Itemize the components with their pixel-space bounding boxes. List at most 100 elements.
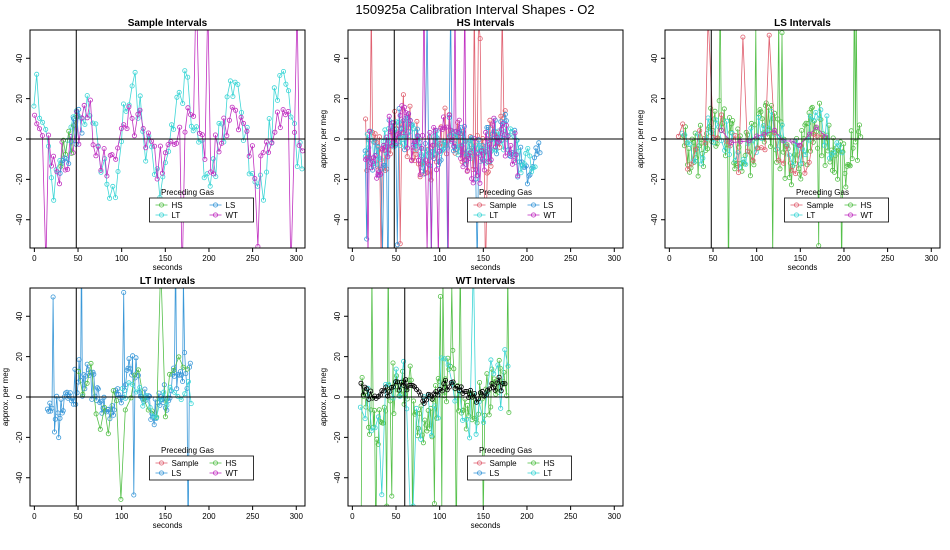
- data-point: [779, 122, 785, 128]
- data-point: [368, 165, 374, 171]
- data-point: [151, 422, 157, 428]
- data-point: [98, 167, 104, 173]
- data-point: [718, 112, 724, 118]
- x-tick-label: 0: [350, 254, 355, 263]
- legend-label: Sample: [172, 459, 200, 468]
- data-point: [32, 112, 38, 118]
- data-point: [235, 82, 241, 88]
- data-point: [118, 126, 124, 132]
- data-point: [712, 108, 718, 114]
- data-point: [721, 106, 727, 112]
- data-point: [409, 524, 413, 528]
- data-point: [713, 143, 719, 149]
- data-point: [93, 411, 99, 417]
- data-point: [39, 133, 45, 139]
- data-point: [732, 132, 738, 138]
- data-point: [145, 130, 151, 136]
- data-point: [730, 118, 736, 124]
- figure-title: 150925a Calibration Interval Shapes - O2: [355, 2, 594, 17]
- data-point: [390, 360, 396, 366]
- data-point: [419, 132, 425, 138]
- data-point: [182, 129, 188, 135]
- data-point: [458, 155, 464, 161]
- data-point: [495, 362, 501, 368]
- legend-entry: LS: [155, 469, 181, 478]
- y-tick-label: -40: [15, 471, 24, 483]
- data-point: [260, 150, 266, 156]
- data-point: [462, 388, 468, 394]
- data-point: [513, 152, 519, 158]
- data-point: [855, 129, 861, 135]
- x-tick-label: 250: [564, 512, 578, 521]
- panel-title: LS Intervals: [774, 18, 831, 29]
- data-point: [288, 114, 294, 120]
- legend-entry: LS: [209, 201, 235, 210]
- legend-label: WT: [226, 211, 239, 220]
- data-point: [185, 379, 191, 385]
- legend-swatch-marker: [794, 212, 800, 218]
- y-tick-label: -40: [333, 471, 342, 483]
- data-point: [481, 167, 487, 173]
- y-axis-label: approx. per meg: [319, 110, 328, 168]
- data-point: [776, 157, 782, 163]
- data-point: [432, 383, 438, 389]
- data-point: [40, 119, 46, 125]
- legend-box: [784, 197, 889, 223]
- legend-entry: WT: [844, 211, 873, 220]
- series-sample: [675, 30, 826, 177]
- data-point: [441, 393, 447, 399]
- data-point: [458, 384, 464, 390]
- data-point: [227, 78, 233, 84]
- legend-swatch-marker: [158, 460, 164, 466]
- data-point: [206, 0, 210, 4]
- legend-entry: Sample: [473, 459, 517, 468]
- data-point: [396, 130, 402, 136]
- data-point: [487, 141, 493, 147]
- data-point: [60, 137, 66, 143]
- data-point: [274, 109, 280, 115]
- data-point: [498, 405, 504, 411]
- data-point: [44, 263, 48, 267]
- data-point: [364, 236, 370, 242]
- series-line: [34, 30, 303, 248]
- data-point: [506, 150, 512, 156]
- legend-swatch-marker: [212, 212, 218, 218]
- data-point: [110, 388, 116, 394]
- y-tick-label: -20: [15, 173, 24, 185]
- data-point: [51, 153, 57, 159]
- data-point: [825, 148, 831, 154]
- legend: Preceding Gas Sample LS LT WT: [467, 188, 572, 223]
- data-point: [107, 195, 113, 201]
- data-point: [802, 170, 808, 176]
- data-point: [184, 366, 190, 372]
- data-point: [718, 127, 724, 133]
- x-tick-label: 150: [477, 254, 491, 263]
- data-point: [498, 113, 504, 119]
- data-point: [714, 135, 720, 141]
- data-point: [121, 101, 127, 107]
- y-tick-label: -20: [333, 431, 342, 443]
- legend-swatch-marker: [158, 212, 164, 218]
- legend-label: WT: [544, 211, 557, 220]
- legend-swatch-marker: [212, 202, 218, 208]
- data-point: [695, 173, 701, 179]
- data-point: [748, 125, 754, 131]
- data-point: [846, 162, 852, 168]
- data-point: [366, 424, 372, 430]
- data-point: [532, 164, 538, 170]
- data-point: [425, 249, 429, 253]
- data-point: [415, 157, 421, 163]
- data-point: [481, 419, 487, 425]
- plot-area: [31, 0, 305, 267]
- data-point: [190, 128, 196, 134]
- data-point: [380, 252, 384, 256]
- data-point: [494, 380, 500, 386]
- data-point: [186, 544, 190, 548]
- data-point: [149, 144, 155, 150]
- data-point: [498, 388, 504, 394]
- data-point: [466, 155, 472, 161]
- data-point: [740, 157, 746, 163]
- panel-2: HS Intervals 0 50 100 150 200 250 300 -40 -20 0 20 4…: [319, 18, 624, 272]
- data-point: [48, 408, 54, 414]
- x-axis-label: seconds: [153, 521, 183, 530]
